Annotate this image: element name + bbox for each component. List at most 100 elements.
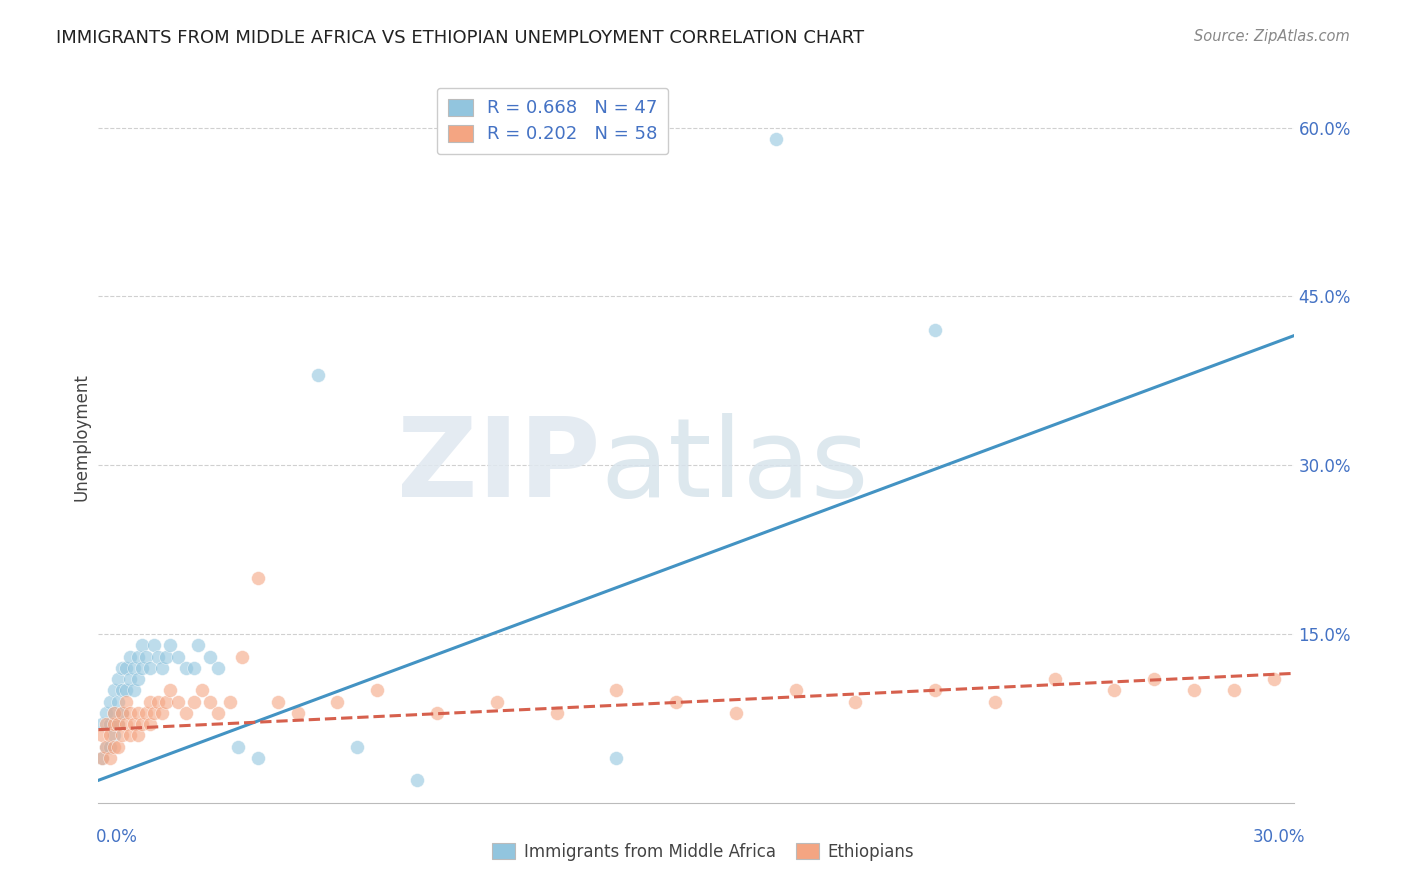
- Point: [96, 717, 118, 731]
- Point: [924, 323, 946, 337]
- Point: [287, 706, 309, 720]
- Point: [155, 649, 177, 664]
- Point: [724, 706, 747, 720]
- Point: [103, 739, 125, 754]
- Point: [98, 728, 122, 742]
- Point: [103, 728, 125, 742]
- Point: [139, 717, 162, 731]
- Point: [155, 694, 177, 708]
- Point: [139, 661, 162, 675]
- Point: [187, 638, 209, 652]
- Point: [115, 683, 138, 698]
- Point: [127, 649, 149, 664]
- Point: [366, 683, 388, 698]
- Point: [120, 649, 142, 664]
- Point: [1223, 683, 1246, 698]
- Point: [124, 661, 146, 675]
- Legend: R = 0.668   N = 47, R = 0.202   N = 58: R = 0.668 N = 47, R = 0.202 N = 58: [437, 87, 668, 154]
- Point: [103, 717, 125, 731]
- Point: [426, 706, 449, 720]
- Point: [785, 683, 807, 698]
- Point: [98, 717, 122, 731]
- Point: [103, 683, 125, 698]
- Point: [267, 694, 290, 708]
- Point: [111, 706, 134, 720]
- Point: [406, 773, 429, 788]
- Point: [131, 638, 153, 652]
- Point: [127, 706, 149, 720]
- Point: [485, 694, 508, 708]
- Point: [191, 683, 214, 698]
- Point: [111, 728, 134, 742]
- Point: [103, 706, 125, 720]
- Point: [148, 694, 170, 708]
- Point: [1263, 672, 1285, 686]
- Text: Source: ZipAtlas.com: Source: ZipAtlas.com: [1194, 29, 1350, 45]
- Point: [107, 672, 129, 686]
- Point: [98, 751, 122, 765]
- Point: [107, 694, 129, 708]
- Text: 0.0%: 0.0%: [96, 828, 138, 846]
- Point: [150, 706, 173, 720]
- Point: [127, 728, 149, 742]
- Point: [326, 694, 349, 708]
- Point: [120, 672, 142, 686]
- Point: [115, 717, 138, 731]
- Point: [174, 706, 197, 720]
- Point: [198, 694, 221, 708]
- Text: IMMIGRANTS FROM MIDDLE AFRICA VS ETHIOPIAN UNEMPLOYMENT CORRELATION CHART: IMMIGRANTS FROM MIDDLE AFRICA VS ETHIOPI…: [56, 29, 865, 47]
- Point: [207, 706, 229, 720]
- Point: [139, 694, 162, 708]
- Point: [148, 649, 170, 664]
- Point: [91, 717, 114, 731]
- Point: [159, 683, 181, 698]
- Point: [183, 694, 205, 708]
- Point: [115, 661, 138, 675]
- Text: 30.0%: 30.0%: [1253, 828, 1305, 846]
- Point: [924, 683, 946, 698]
- Point: [135, 649, 157, 664]
- Point: [1043, 672, 1066, 686]
- Point: [111, 661, 134, 675]
- Point: [127, 672, 149, 686]
- Point: [198, 649, 221, 664]
- Point: [984, 694, 1007, 708]
- Point: [131, 717, 153, 731]
- Point: [159, 638, 181, 652]
- Point: [111, 706, 134, 720]
- Point: [1182, 683, 1205, 698]
- Point: [546, 706, 568, 720]
- Y-axis label: Unemployment: Unemployment: [72, 373, 90, 501]
- Point: [231, 649, 253, 664]
- Point: [246, 571, 269, 585]
- Point: [665, 694, 688, 708]
- Point: [307, 368, 329, 383]
- Point: [120, 728, 142, 742]
- Point: [844, 694, 866, 708]
- Point: [96, 739, 118, 754]
- Point: [124, 717, 146, 731]
- Point: [124, 683, 146, 698]
- Point: [107, 717, 129, 731]
- Point: [120, 706, 142, 720]
- Point: [207, 661, 229, 675]
- Point: [103, 706, 125, 720]
- Point: [246, 751, 269, 765]
- Point: [135, 706, 157, 720]
- Legend: Immigrants from Middle Africa, Ethiopians: Immigrants from Middle Africa, Ethiopian…: [485, 837, 921, 868]
- Point: [219, 694, 242, 708]
- Point: [107, 739, 129, 754]
- Point: [605, 751, 627, 765]
- Point: [98, 739, 122, 754]
- Point: [115, 694, 138, 708]
- Point: [131, 661, 153, 675]
- Point: [107, 717, 129, 731]
- Point: [605, 683, 627, 698]
- Point: [150, 661, 173, 675]
- Point: [765, 132, 787, 146]
- Point: [91, 728, 114, 742]
- Point: [174, 661, 197, 675]
- Point: [167, 694, 190, 708]
- Point: [91, 751, 114, 765]
- Point: [226, 739, 249, 754]
